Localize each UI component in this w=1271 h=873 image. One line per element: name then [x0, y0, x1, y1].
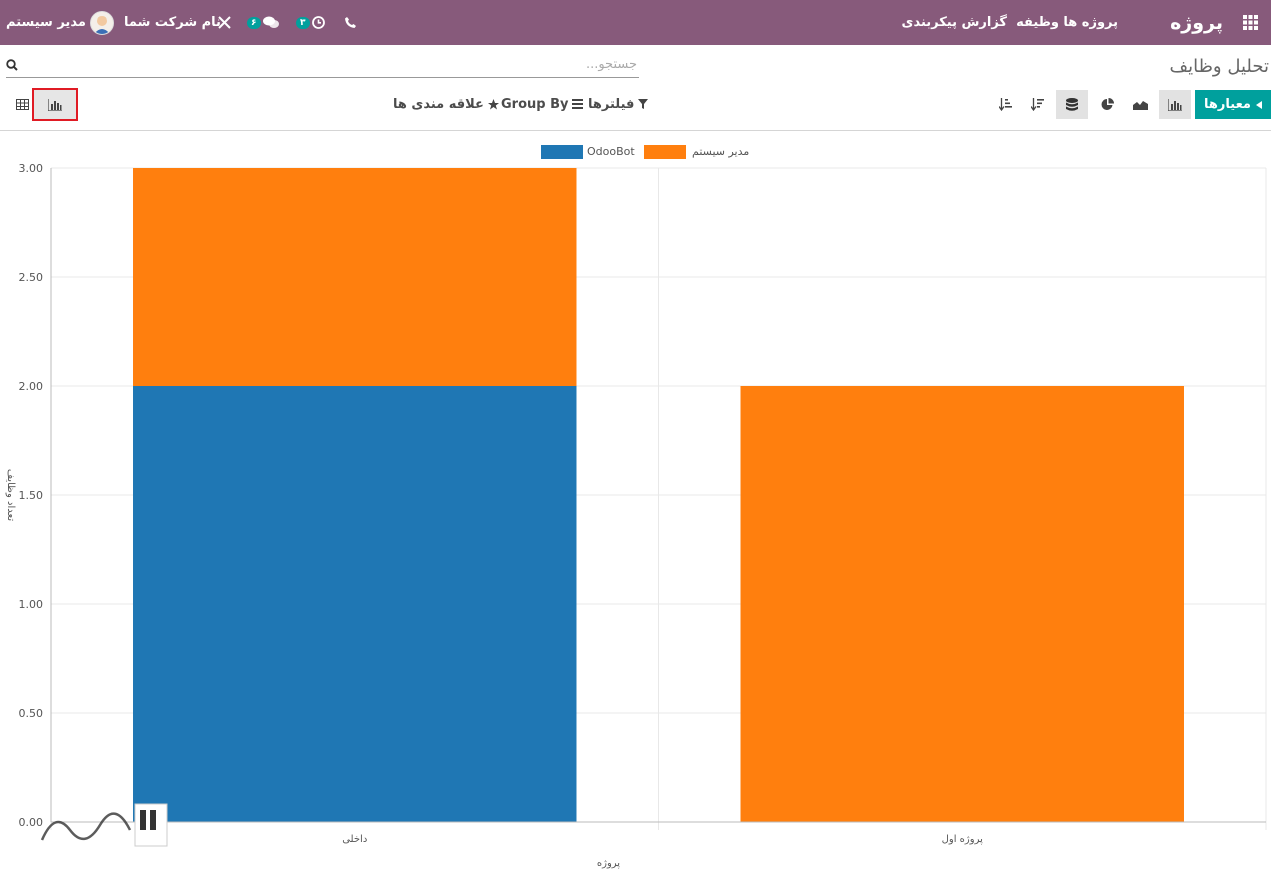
company-switcher[interactable]: نام شرکت شما [124, 15, 221, 30]
measures-label: معیارها [1204, 97, 1251, 112]
bar-chart-button[interactable] [1159, 90, 1191, 119]
line-chart-button[interactable] [1124, 90, 1156, 119]
messaging-menu[interactable]: ۶ [247, 0, 279, 45]
bar-segment [133, 386, 577, 822]
sort-amount-asc-icon [998, 98, 1012, 111]
x-tick-label: داخلی [342, 834, 367, 845]
watermark-logo [40, 803, 168, 847]
search-bar [6, 54, 639, 78]
user-menu[interactable]: مدیر سیستم [6, 0, 114, 45]
apps-menu-icon[interactable] [1235, 0, 1265, 45]
favorites-label: علاقه مندی ها [393, 96, 484, 112]
y-tick-label: 2.00 [19, 380, 44, 393]
filters-dropdown-button[interactable]: فیلترها [588, 92, 649, 116]
favorites-dropdown-button[interactable]: علاقه مندی ها [393, 92, 499, 116]
activity-count-badge: ۳ [296, 16, 310, 29]
y-tick-label: 3.00 [19, 162, 44, 175]
y-tick-label: 0.50 [19, 707, 44, 720]
filters-label: فیلترها [588, 96, 635, 112]
y-tick-label: 2.50 [19, 271, 44, 284]
menu-projects[interactable]: پروژه ها [1063, 15, 1118, 30]
bar-chart-icon [48, 98, 62, 111]
star-icon [487, 98, 499, 109]
legend-swatch [644, 145, 686, 159]
user-name: مدیر سیستم [6, 15, 86, 30]
debug-icon[interactable] [218, 0, 231, 45]
sort-descending-button[interactable] [1021, 90, 1053, 119]
bar-segment [133, 168, 577, 386]
x-axis-title: پروژه [597, 858, 620, 869]
pivot-view-button[interactable] [6, 90, 38, 119]
graph-view-button[interactable] [32, 88, 78, 121]
grid-icon [1242, 15, 1258, 30]
y-axis-title: تعداد وظایف [5, 469, 16, 521]
sort-amount-desc-icon [1030, 98, 1044, 111]
bar-segment [740, 386, 1184, 822]
bars-icon [572, 99, 584, 109]
activity-menu[interactable]: ۳ [296, 0, 325, 45]
y-tick-label: 1.50 [19, 489, 44, 502]
menu-configuration[interactable]: پیکربندی [901, 15, 957, 30]
y-tick-label: 1.00 [19, 598, 44, 611]
legend-swatch [541, 145, 583, 159]
groupby-dropdown-button[interactable]: Group By [501, 92, 584, 116]
stacked-toggle-button[interactable] [1056, 90, 1088, 119]
page-title: تحلیل وظایف [1169, 56, 1269, 77]
x-tick-label: پروژه اول [942, 834, 983, 845]
pie-chart-button[interactable] [1091, 90, 1123, 119]
app-brand[interactable]: پروژه [1170, 11, 1223, 34]
sort-ascending-button[interactable] [989, 90, 1021, 119]
area-chart-icon [1132, 101, 1148, 110]
measures-dropdown-button[interactable]: معیارها [1195, 90, 1271, 119]
control-panel-divider [0, 130, 1271, 131]
chat-count-badge: ۶ [247, 16, 261, 29]
search-icon[interactable] [6, 59, 18, 71]
groupby-label: Group By [501, 96, 569, 112]
table-icon [15, 99, 29, 110]
pie-chart-icon [1101, 98, 1114, 110]
legend-label: OdooBot [587, 145, 635, 158]
menu-tasks[interactable]: وظیفه [1016, 15, 1059, 30]
database-stack-icon [1066, 98, 1078, 111]
menu-reporting[interactable]: گزارش [961, 15, 1007, 30]
search-input[interactable] [37, 57, 637, 72]
filter-funnel-icon [638, 99, 649, 109]
legend-label: مدیر سیستم [692, 145, 749, 158]
phone-icon[interactable] [345, 0, 356, 45]
chat-icon [262, 16, 279, 28]
clock-icon [311, 16, 325, 29]
graph-chart: 0.00 0.50 1.00 1.50 2.00 2.50 3.00 داخلی پروژه ا… [5, 145, 1267, 869]
main-navbar: پروژه پروژه ها وظیفه گزارش پیکربندی مدیر… [0, 0, 1271, 45]
avatar [89, 10, 114, 35]
caret-left-icon [1255, 100, 1262, 109]
y-tick-label: 0.00 [19, 816, 44, 829]
bar-chart-icon [1168, 98, 1182, 111]
